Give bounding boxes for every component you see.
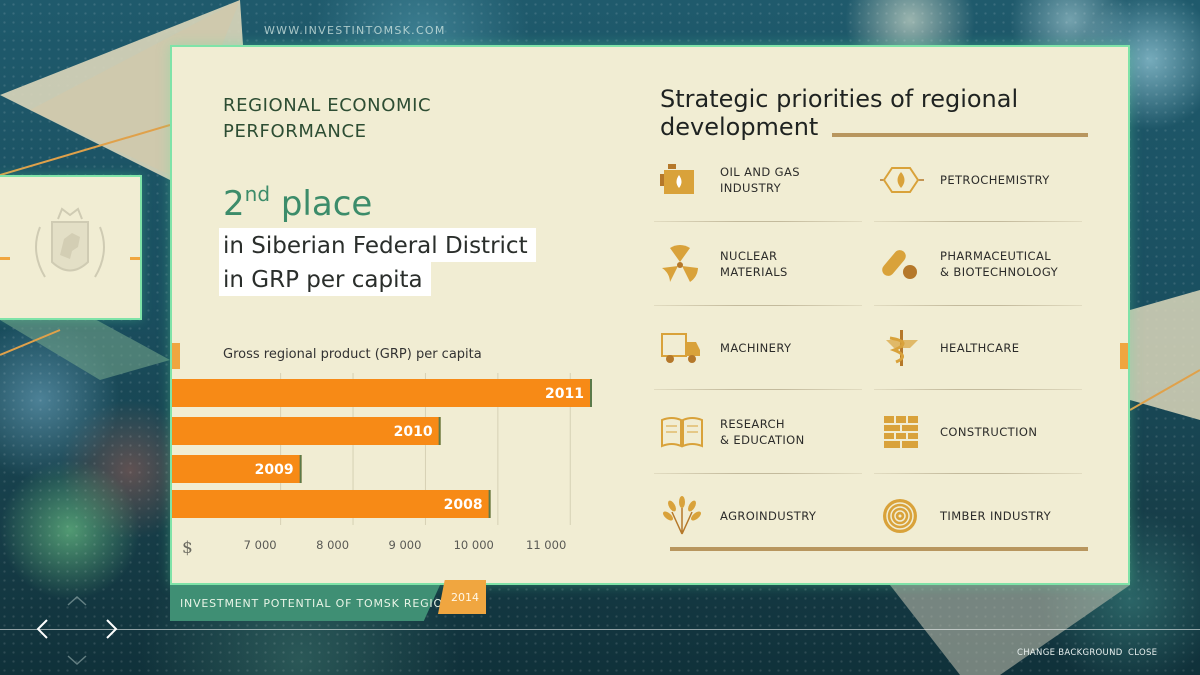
oil-gas-icon xyxy=(660,164,694,194)
tree-rings-icon xyxy=(883,499,917,533)
sector-item[interactable]: MACHINERY xyxy=(654,306,862,390)
grp-bar-chart: 7 000 8 000 9 000 10 000 11 000 $2011 2010 2009… xyxy=(172,373,592,558)
bar-2010 xyxy=(172,417,441,445)
sector-label: OIL AND GAS INDUSTRY xyxy=(720,165,800,195)
bar-label: 2009 xyxy=(255,462,294,478)
ranking-detail-line1: in Siberian Federal District xyxy=(219,228,536,262)
sector-label: PETROCHEMISTRY xyxy=(940,173,1050,187)
sector-item[interactable]: RESEARCH & EDUCATION xyxy=(654,390,862,474)
bar-end-marker xyxy=(488,490,491,518)
section-title: REGIONAL ECONOMIC PERFORMANCE xyxy=(223,95,432,142)
sector-item[interactable]: PHARMACEUTICAL & BIOTECHNOLOGY xyxy=(874,222,1082,306)
bar-end-marker xyxy=(438,417,441,445)
chart-title: Gross regional product (GRP) per capita xyxy=(223,347,482,362)
right-tab-marker xyxy=(1120,343,1128,369)
sector-separator xyxy=(654,305,862,306)
x-tick-label: 8 000 xyxy=(316,538,349,552)
emblem-panel xyxy=(0,175,142,320)
sector-label: MACHINERY xyxy=(720,341,792,355)
bar-2008 xyxy=(172,490,491,518)
sector-label: AGROINDUSTRY xyxy=(720,509,817,523)
priorities-title: Strategic priorities of regional develop… xyxy=(660,85,1019,141)
sector-separator xyxy=(874,473,1082,474)
sector-separator xyxy=(654,221,862,222)
book-icon xyxy=(661,417,703,448)
chevron-up-icon[interactable] xyxy=(66,590,88,612)
bar-2011 xyxy=(172,379,592,407)
sector-item[interactable]: NUCLEAR MATERIALS xyxy=(654,222,862,306)
bar-end-marker xyxy=(299,455,302,483)
title-rule xyxy=(832,133,1088,137)
sector-separator xyxy=(654,389,862,390)
sector-separator xyxy=(654,473,862,474)
sector-item[interactable]: AGROINDUSTRY xyxy=(654,474,862,558)
coat-of-arms-logo xyxy=(0,207,140,278)
sector-item[interactable]: TIMBER INDUSTRY xyxy=(874,474,1082,558)
bar-label: 2008 xyxy=(444,497,483,513)
footer-title: INVESTMENT POTENTIAL OF TOMSK REGION xyxy=(180,597,452,610)
chart-tab-marker xyxy=(172,343,180,369)
sector-separator xyxy=(874,389,1082,390)
bar-2009 xyxy=(172,455,302,483)
nuclear-icon xyxy=(662,244,698,282)
previous-slide-button[interactable] xyxy=(32,618,54,640)
close-button[interactable]: CLOSE xyxy=(1128,648,1158,658)
wheat-icon xyxy=(663,496,701,535)
bar-end-marker xyxy=(590,379,592,407)
bottom-rule xyxy=(670,547,1088,551)
sector-separator xyxy=(874,221,1082,222)
caduceus-icon xyxy=(886,330,918,366)
bar-label: 2011 xyxy=(545,386,584,402)
ranking-headline: 2nd place xyxy=(223,182,373,224)
change-background-button[interactable]: CHANGE BACKGROUND xyxy=(1017,648,1123,658)
bar-label: 2010 xyxy=(394,424,433,440)
nav-divider xyxy=(0,629,1200,630)
truck-icon xyxy=(661,333,700,363)
pills-icon xyxy=(882,250,917,279)
ranking-detail-line2: in GRP per capita xyxy=(219,262,431,296)
sector-item[interactable]: CONSTRUCTION xyxy=(874,390,1082,474)
x-tick-label: 10 000 xyxy=(454,538,494,552)
x-tick-label: 7 000 xyxy=(244,538,277,552)
sector-label: PHARMACEUTICAL & BIOTECHNOLOGY xyxy=(940,249,1058,279)
currency-symbol: $ xyxy=(182,538,193,558)
next-slide-button[interactable] xyxy=(100,618,122,640)
sector-label: RESEARCH & EDUCATION xyxy=(720,417,805,447)
footer-band xyxy=(170,585,440,621)
x-tick-label: 11 000 xyxy=(526,538,566,552)
brick-wall-icon xyxy=(884,416,918,448)
chevron-down-icon[interactable] xyxy=(66,650,88,672)
sector-label: TIMBER INDUSTRY xyxy=(940,509,1052,523)
sector-label: NUCLEAR MATERIALS xyxy=(720,249,788,279)
site-url[interactable]: WWW.INVESTINTOMSK.COM xyxy=(264,24,446,37)
content-card: REGIONAL ECONOMIC PERFORMANCE 2nd place … xyxy=(170,45,1130,585)
x-tick-label: 9 000 xyxy=(389,538,422,552)
petrochemistry-icon xyxy=(880,167,924,193)
sector-separator xyxy=(874,305,1082,306)
sector-label: HEALTHCARE xyxy=(940,341,1020,355)
year-badge: 2014 xyxy=(438,580,486,614)
sector-item[interactable]: PETROCHEMISTRY xyxy=(874,138,1082,222)
sector-item[interactable]: HEALTHCARE xyxy=(874,306,1082,390)
sector-item[interactable]: OIL AND GAS INDUSTRY xyxy=(654,138,862,222)
sector-label: CONSTRUCTION xyxy=(940,425,1038,439)
